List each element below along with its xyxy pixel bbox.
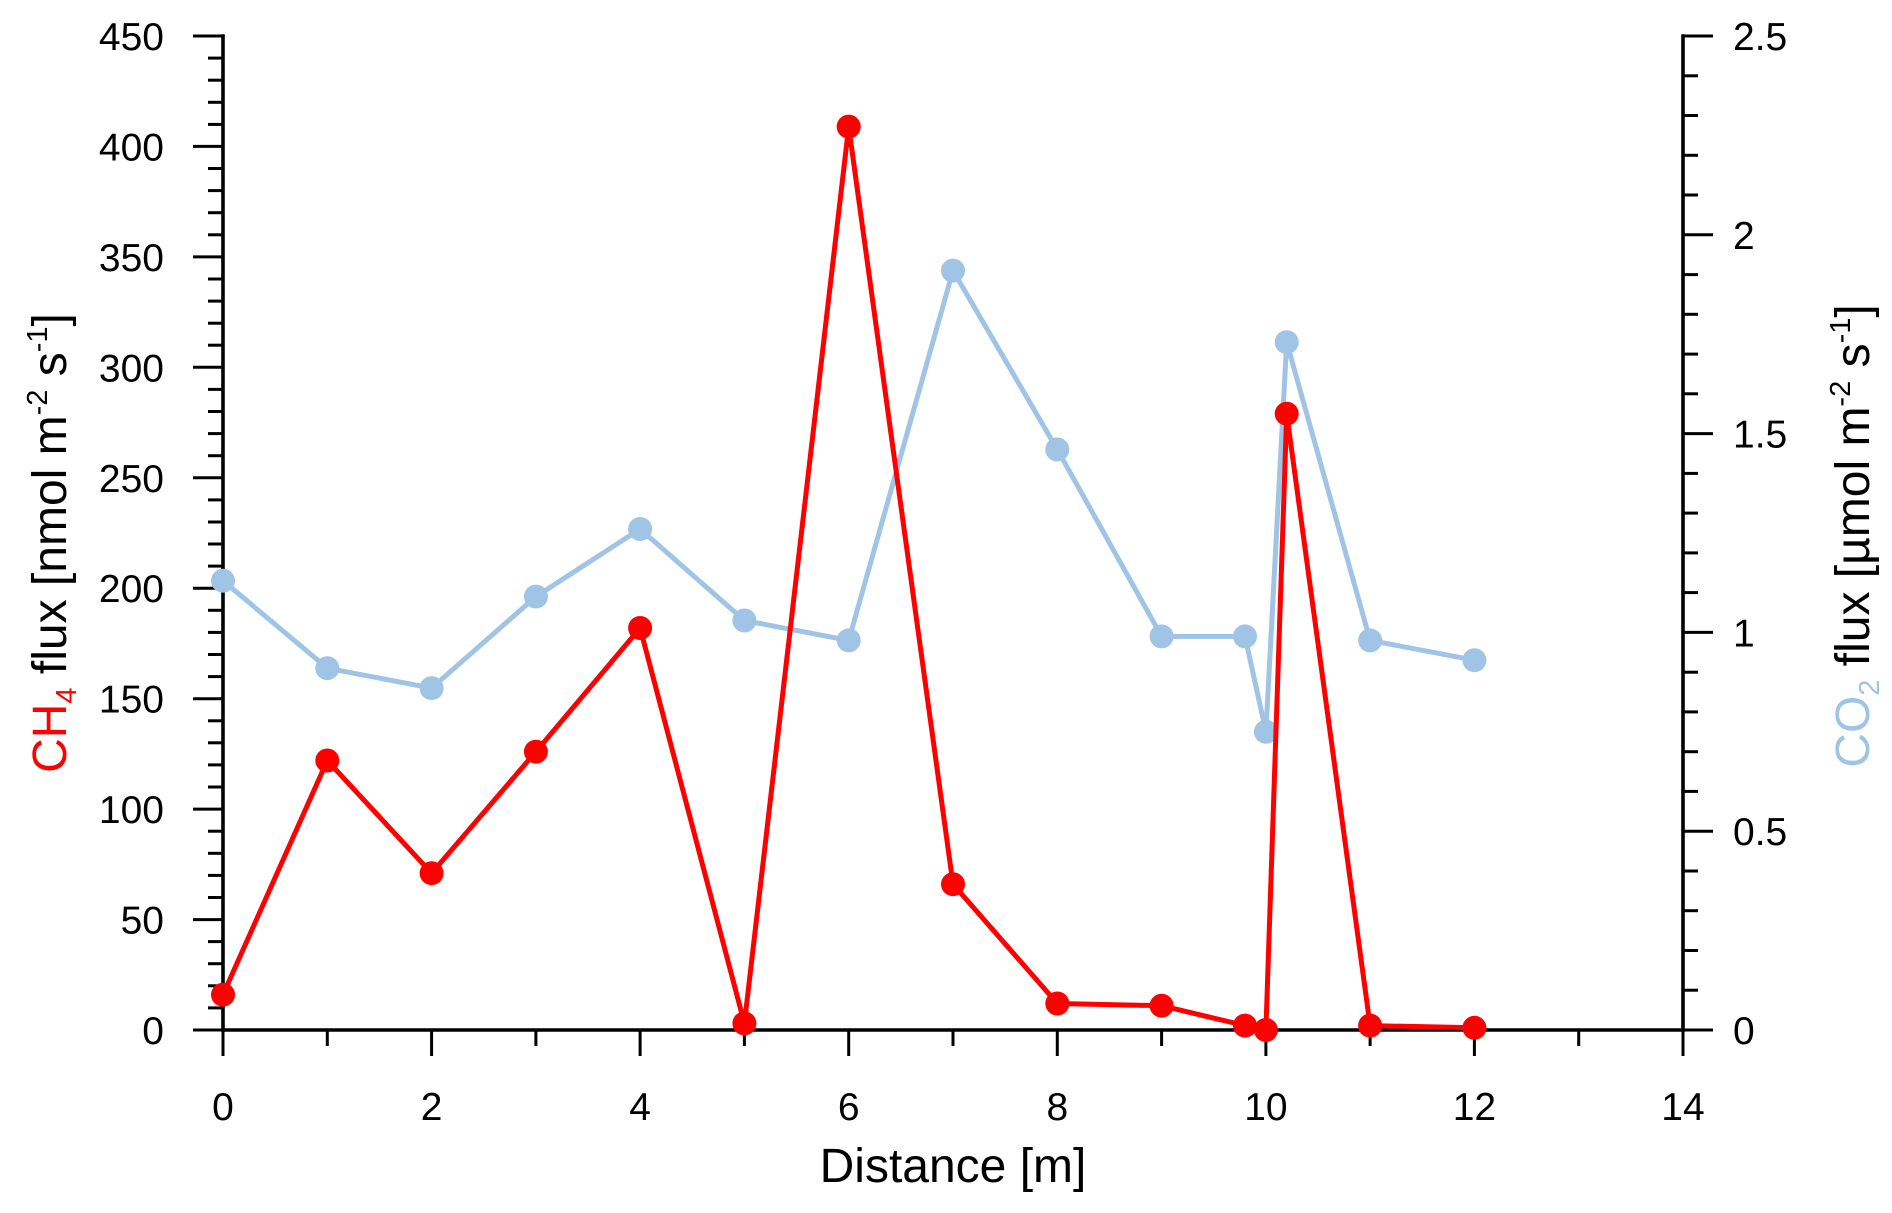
y-left-tick-label: 50	[121, 900, 164, 943]
x-axis-label: Distance [m]	[820, 1140, 1087, 1193]
y-left-tick-label: 300	[99, 347, 164, 390]
y-right-label-species: CO	[1827, 696, 1880, 768]
series-layer	[211, 114, 1487, 1042]
ch4-data-point	[1253, 1018, 1278, 1042]
ch4-data-point	[628, 616, 653, 640]
y-right-tick-label: 2.5	[1733, 16, 1787, 59]
y-right-label-time-unit: s	[1827, 343, 1880, 380]
y-right-tick-label: 2	[1733, 215, 1755, 258]
x-tick-label: 6	[838, 1086, 860, 1129]
ch4-data-point	[836, 114, 861, 139]
tick-marks	[193, 34, 1713, 1056]
y-right-label-close-bracket: ]	[1827, 304, 1880, 317]
x-tick-label: 10	[1244, 1086, 1287, 1129]
co2-data-point	[1045, 437, 1070, 462]
y-right-tick-label: 1.5	[1733, 414, 1787, 457]
co2-data-point	[1149, 624, 1174, 649]
y-left-tick-label: 100	[99, 789, 164, 832]
ch4-data-point	[523, 739, 548, 764]
y-right-label-species-subscript: 2	[1854, 680, 1886, 696]
ch4-data-point	[1358, 1013, 1383, 1038]
y-left-label-units: flux [nmol m	[24, 415, 77, 687]
co2-data-point	[211, 568, 235, 593]
co2-data-point	[1233, 624, 1257, 649]
x-tick-label: 2	[421, 1086, 443, 1129]
x-tick-label: 14	[1661, 1086, 1704, 1129]
y-left-label-species-subscript: 4	[51, 687, 83, 703]
ch4-data-point	[1274, 401, 1299, 426]
y-left-tick-label: 200	[99, 568, 164, 611]
x-tick-label: 12	[1453, 1086, 1496, 1129]
co2-data-point	[315, 656, 340, 681]
y-axis-left-label: CH4 flux [nmol m-2 s-1]	[22, 313, 83, 773]
co2-data-point	[419, 676, 444, 701]
y-left-tick-label: 450	[99, 16, 164, 59]
ch4-data-point	[1233, 1013, 1257, 1038]
co2-data-point	[1253, 719, 1278, 744]
y-left-label-species: CH	[24, 704, 77, 773]
y-axis-right-label: CO2 flux [µmol m-2 s-1]	[1825, 304, 1886, 767]
y-left-tick-label: 0	[142, 1010, 164, 1053]
ch4-data-point	[419, 861, 444, 886]
ch4-data-point	[315, 748, 340, 773]
ch4-data-point	[1149, 993, 1174, 1018]
x-tick-label: 8	[1046, 1086, 1068, 1129]
co2-data-point	[523, 584, 548, 609]
ch4-data-point	[941, 872, 965, 897]
y-left-tick-label: 400	[99, 126, 164, 169]
y-right-tick-label: 0.5	[1733, 811, 1787, 854]
y-left-label-close-bracket: ]	[24, 313, 77, 326]
y-right-label-time-exponent: -1	[1825, 318, 1857, 344]
y-left-tick-label: 250	[99, 458, 164, 501]
ch4-data-point	[732, 1011, 757, 1036]
ch4-series-line	[220, 124, 1477, 1033]
y-left-label-area-exponent: -2	[22, 390, 54, 416]
ch4-data-point	[211, 982, 235, 1007]
co2-data-point	[732, 608, 757, 633]
y-left-label-time-exponent: -1	[22, 326, 54, 352]
y-left-tick-label: 350	[99, 237, 164, 280]
y-right-tick-label: 0	[1733, 1010, 1755, 1053]
co2-data-point	[1462, 648, 1487, 673]
x-tick-label: 0	[212, 1086, 234, 1129]
co2-data-point	[1358, 628, 1383, 653]
y-left-label-time-unit: s	[24, 352, 77, 389]
y-right-label-area-exponent: -2	[1825, 381, 1857, 407]
y-left-tick-label: 150	[99, 679, 164, 722]
tick-labels: 0 2 4 6 8 10 12 1405010015020025030035040045000…	[99, 16, 1787, 1129]
ch4-series	[211, 114, 1487, 1042]
co2-series	[211, 258, 1487, 744]
x-tick-label: 4	[629, 1086, 651, 1129]
co2-data-point	[1274, 330, 1299, 355]
ch4-data-point	[1045, 991, 1070, 1016]
co2-data-point	[628, 517, 653, 541]
co2-data-point	[941, 258, 965, 283]
y-right-label-units: flux [µmol m	[1827, 407, 1880, 680]
ch4-data-point	[1462, 1015, 1487, 1040]
co2-data-point	[836, 628, 861, 653]
y-right-tick-label: 1	[1733, 612, 1755, 655]
